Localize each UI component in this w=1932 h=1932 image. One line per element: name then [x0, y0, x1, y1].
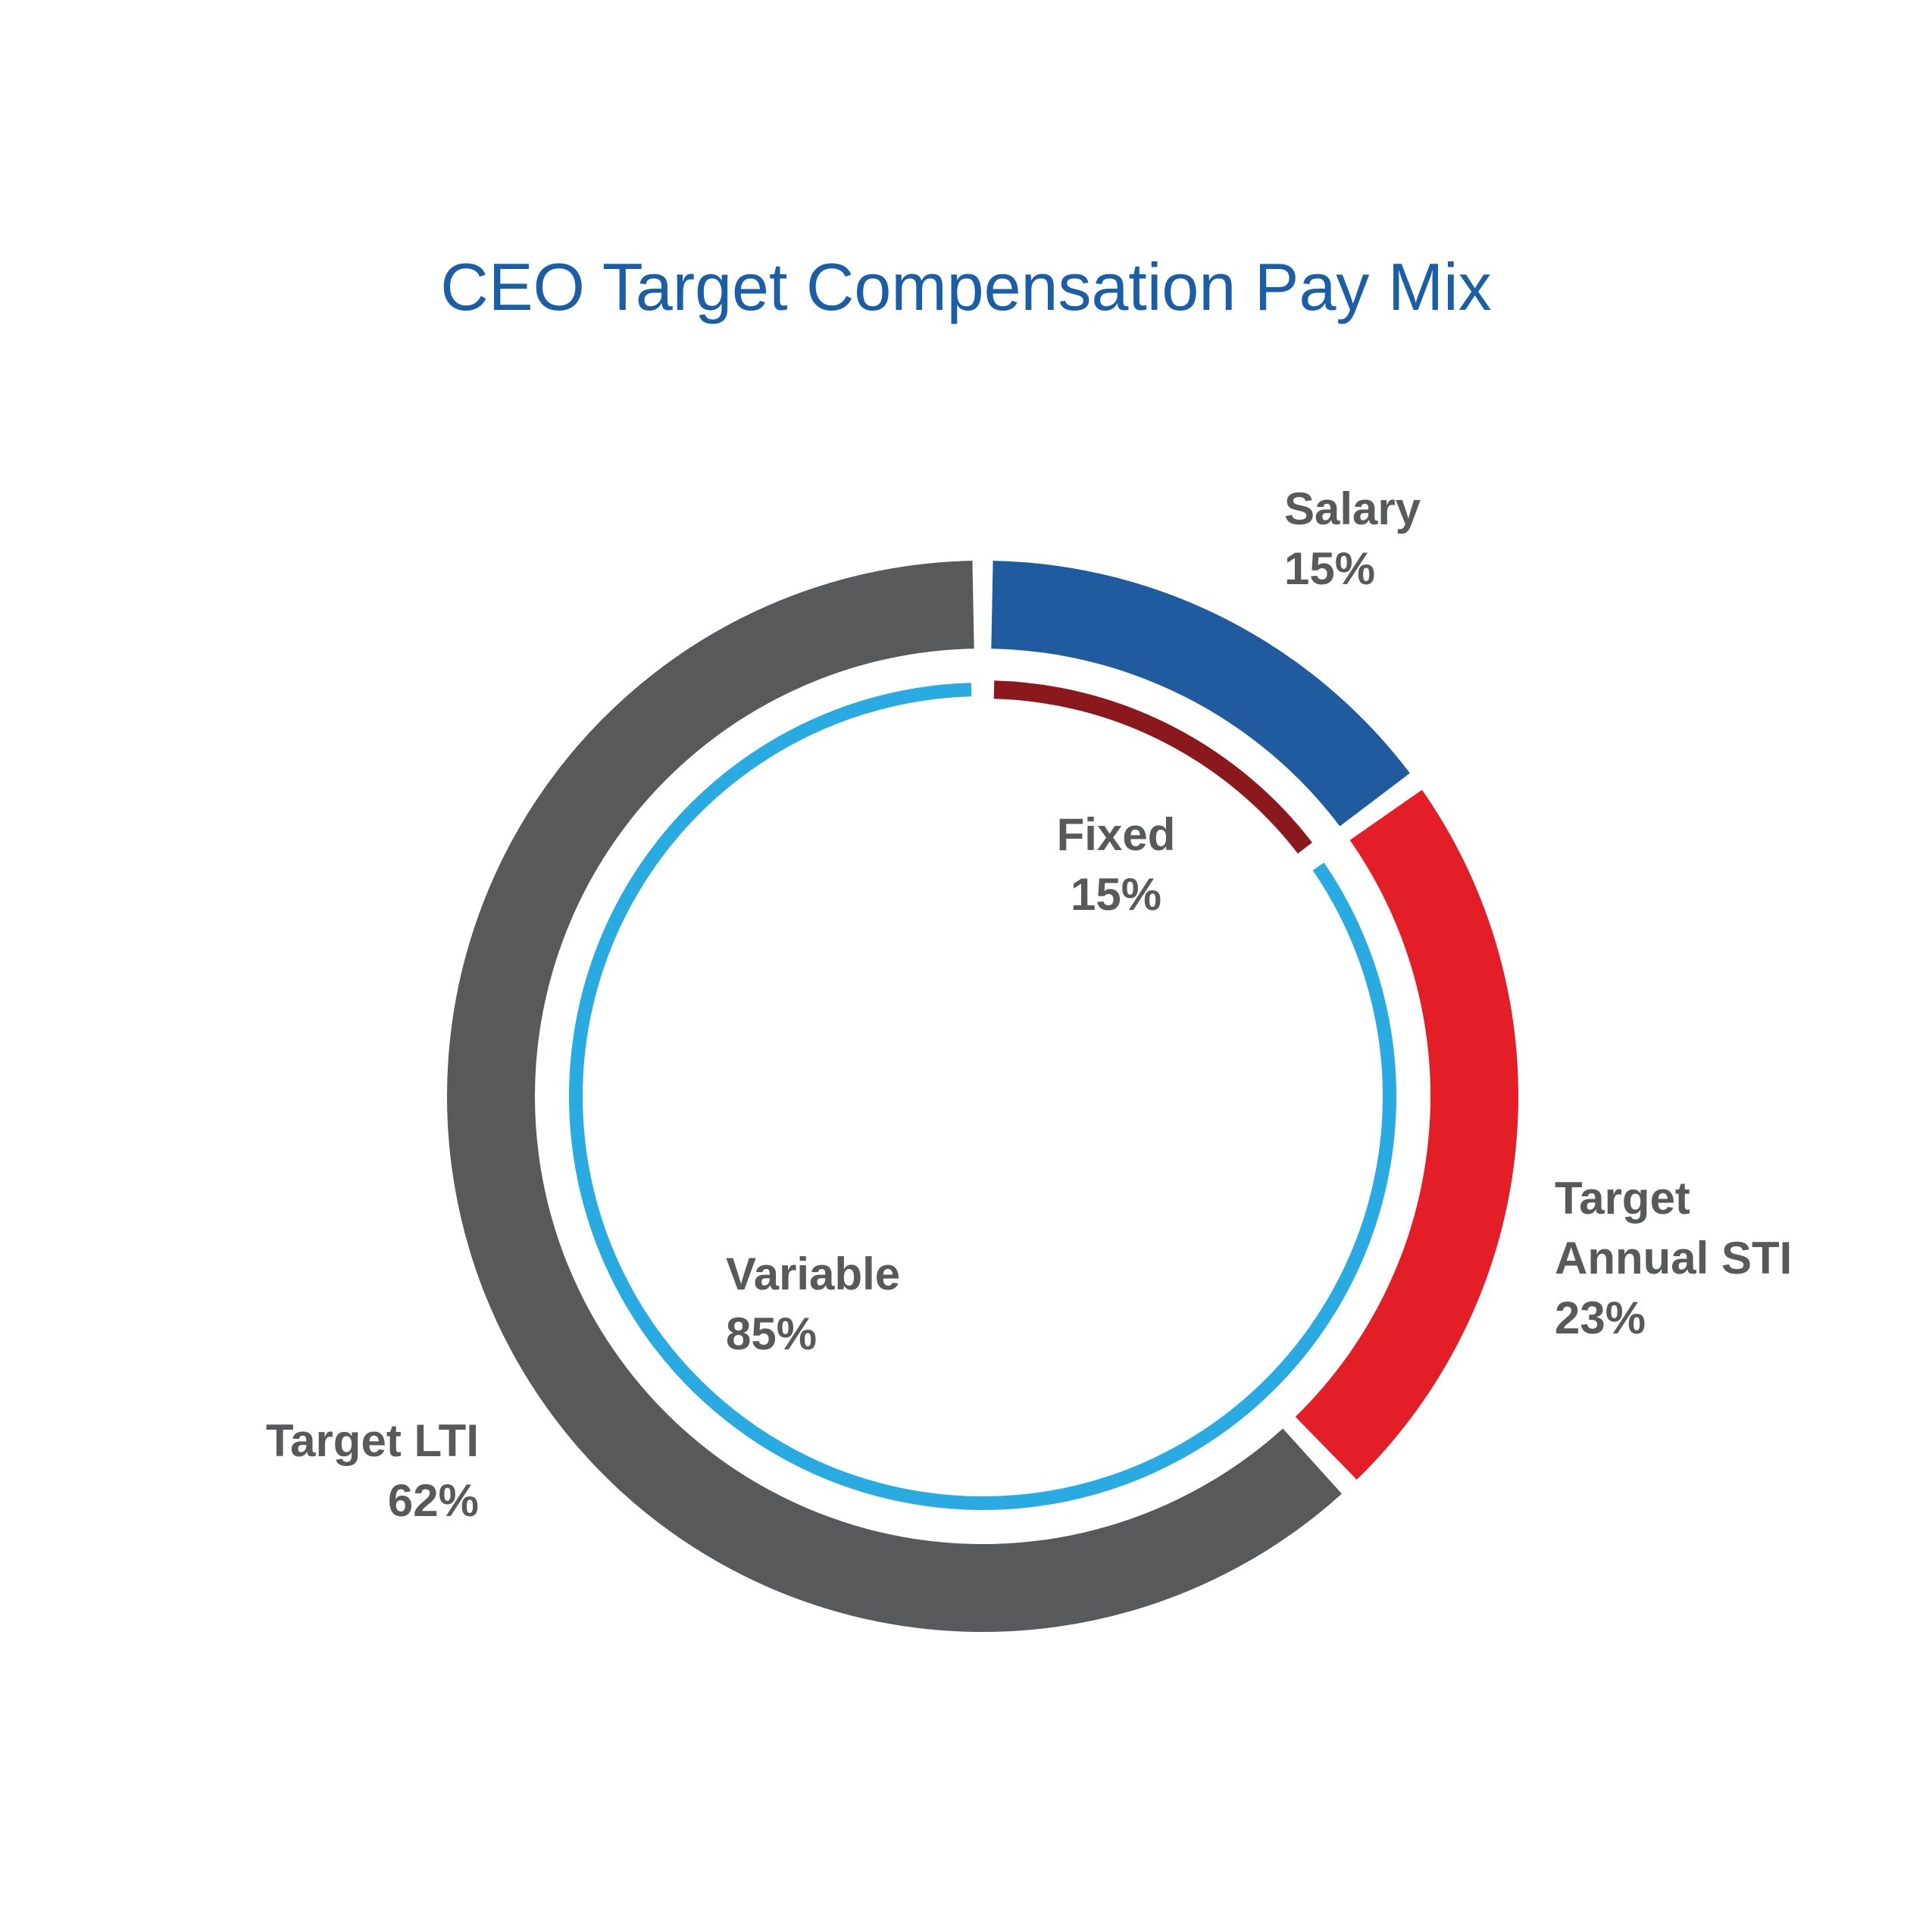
chart-title: CEO Target Compensation Pay Mix	[440, 249, 1492, 324]
label-lti-name: Target LTI	[265, 1415, 479, 1466]
donut-segment-target-annual-sti	[1295, 789, 1518, 1480]
label-sti-name-line2: Annual STI	[1555, 1233, 1793, 1284]
label-variable-value: 85%	[726, 1308, 818, 1360]
label-sti-name-line1: Target	[1555, 1173, 1690, 1224]
donut-segment-salary	[990, 561, 1410, 827]
donut-segment-fixed	[993, 680, 1312, 854]
label-fixed-value: 15%	[1070, 869, 1162, 921]
label-variable-name: Variable	[726, 1249, 901, 1299]
label-sti-value: 23%	[1555, 1293, 1646, 1344]
label-salary-name: Salary	[1284, 483, 1421, 534]
donut-segment-variable	[569, 683, 1396, 1510]
donut-segment-target-lti	[447, 561, 1342, 1632]
label-fixed-name: Fixed	[1056, 809, 1176, 860]
label-lti-value: 62%	[387, 1475, 479, 1527]
label-salary: Salary 15%	[1284, 479, 1421, 599]
label-salary-value: 15%	[1284, 543, 1376, 595]
label-fixed: Fixed 15%	[1018, 805, 1215, 924]
label-variable: Variable 85%	[726, 1244, 900, 1364]
label-target-annual-sti: Target Annual STI 23%	[1555, 1168, 1792, 1349]
label-target-lti: Target LTI 62%	[100, 1411, 479, 1530]
